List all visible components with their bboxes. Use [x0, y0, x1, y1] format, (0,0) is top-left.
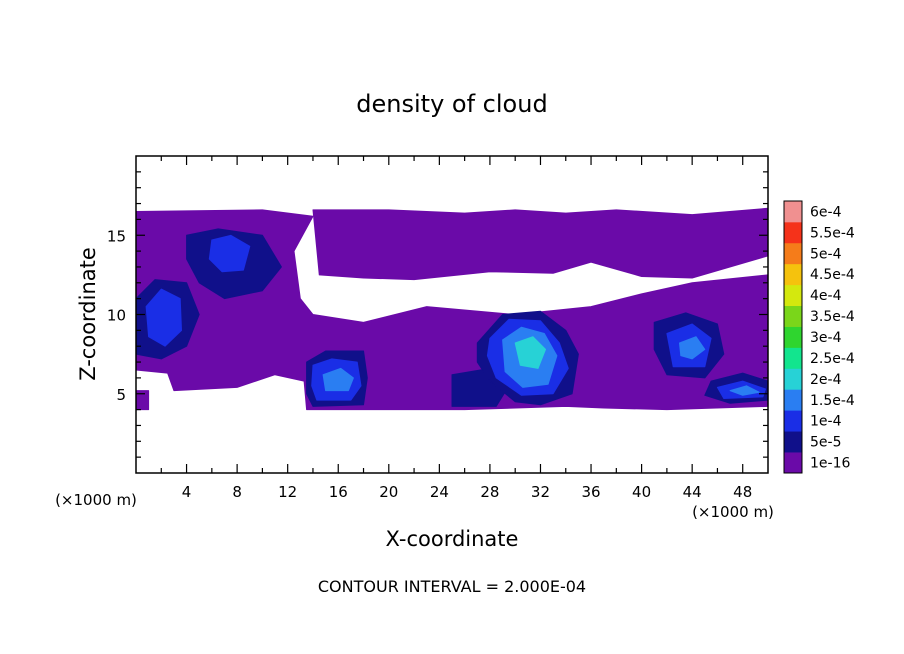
x-tick-label: 16	[329, 483, 348, 501]
y-tick-labels: 5 10 15	[107, 227, 126, 404]
x-tick-label: 48	[733, 483, 752, 501]
contour-region-11	[145, 288, 182, 347]
colorbar-swatch	[784, 347, 802, 369]
x-tick-label: 12	[278, 483, 297, 501]
colorbar-swatch	[784, 221, 802, 244]
x-tick-label: 32	[531, 483, 550, 501]
x-tick-label: 28	[480, 483, 499, 501]
chart-title: density of cloud	[356, 90, 547, 118]
colorbar-label: 2e-4	[810, 372, 842, 388]
contour-fill	[135, 207, 769, 411]
colorbar-label: 6e-4	[810, 205, 842, 221]
colorbar-swatch	[784, 452, 802, 474]
contour-region-2	[312, 207, 769, 281]
x-tick-labels: 4 8 12 16 20 24 28 32 36 40 44 48	[182, 483, 752, 501]
contour-region-1	[135, 209, 769, 411]
x-tick-label: 44	[683, 483, 702, 501]
colorbar-swatch	[784, 410, 802, 432]
colorbar-label: 5.5e-4	[810, 225, 855, 241]
contour-interval-note: CONTOUR INTERVAL = 2.000E-04	[318, 577, 586, 596]
contour-region-21	[514, 336, 546, 369]
contour-region-17	[322, 367, 354, 392]
colorbar-swatch	[784, 368, 802, 390]
x-tick-label: 20	[379, 483, 398, 501]
colorbar-swatch	[784, 389, 802, 411]
y-tick-label: 5	[116, 386, 126, 404]
x-tick-label: 4	[182, 483, 192, 501]
colorbar-swatch	[784, 305, 802, 327]
colorbar-label: 4e-4	[810, 288, 842, 304]
colorbar-frame	[783, 200, 803, 474]
x-tick-label: 40	[632, 483, 651, 501]
y-tick-label: 10	[107, 307, 126, 325]
y-axis-label: Z-coordinate	[76, 247, 100, 381]
x-tick-label: 24	[430, 483, 449, 501]
contour-region-20	[729, 385, 760, 396]
colorbar-swatch	[784, 326, 802, 348]
colorbar-swatch	[784, 263, 802, 286]
y-tick-label: 15	[107, 227, 126, 245]
colorbar: 1e-16 5e-5 1e-4 1.5e-4 2e-4 2.5e-4 3e-4 3.5e-4 4…	[783, 200, 855, 474]
colorbar-swatch	[784, 242, 802, 265]
x-tick-label: 8	[232, 483, 242, 501]
axis-ticks	[136, 156, 768, 473]
x-axis-label: X-coordinate	[386, 527, 519, 551]
colorbar-label: 5e-5	[810, 435, 841, 451]
x-tick-label: 36	[581, 483, 600, 501]
colorbar-swatch	[784, 431, 802, 453]
colorbar-label: 1e-4	[810, 414, 842, 430]
colorbar-label: 2.5e-4	[810, 351, 855, 367]
colorbar-swatch	[784, 284, 802, 307]
colorbar-label: 1e-16	[810, 456, 850, 472]
colorbar-swatch	[784, 201, 802, 223]
colorbar-label: 5e-4	[810, 246, 842, 262]
colorbar-label: 1.5e-4	[810, 393, 855, 409]
colorbar-label: 3.5e-4	[810, 309, 855, 325]
x-units-label-left: (×1000 m)	[55, 491, 137, 509]
contour-region-19	[679, 336, 706, 360]
colorbar-label: 4.5e-4	[810, 267, 855, 283]
x-units-label-right: (×1000 m)	[692, 503, 774, 521]
contour-region-12	[208, 234, 251, 273]
colorbar-label: 3e-4	[810, 330, 842, 346]
